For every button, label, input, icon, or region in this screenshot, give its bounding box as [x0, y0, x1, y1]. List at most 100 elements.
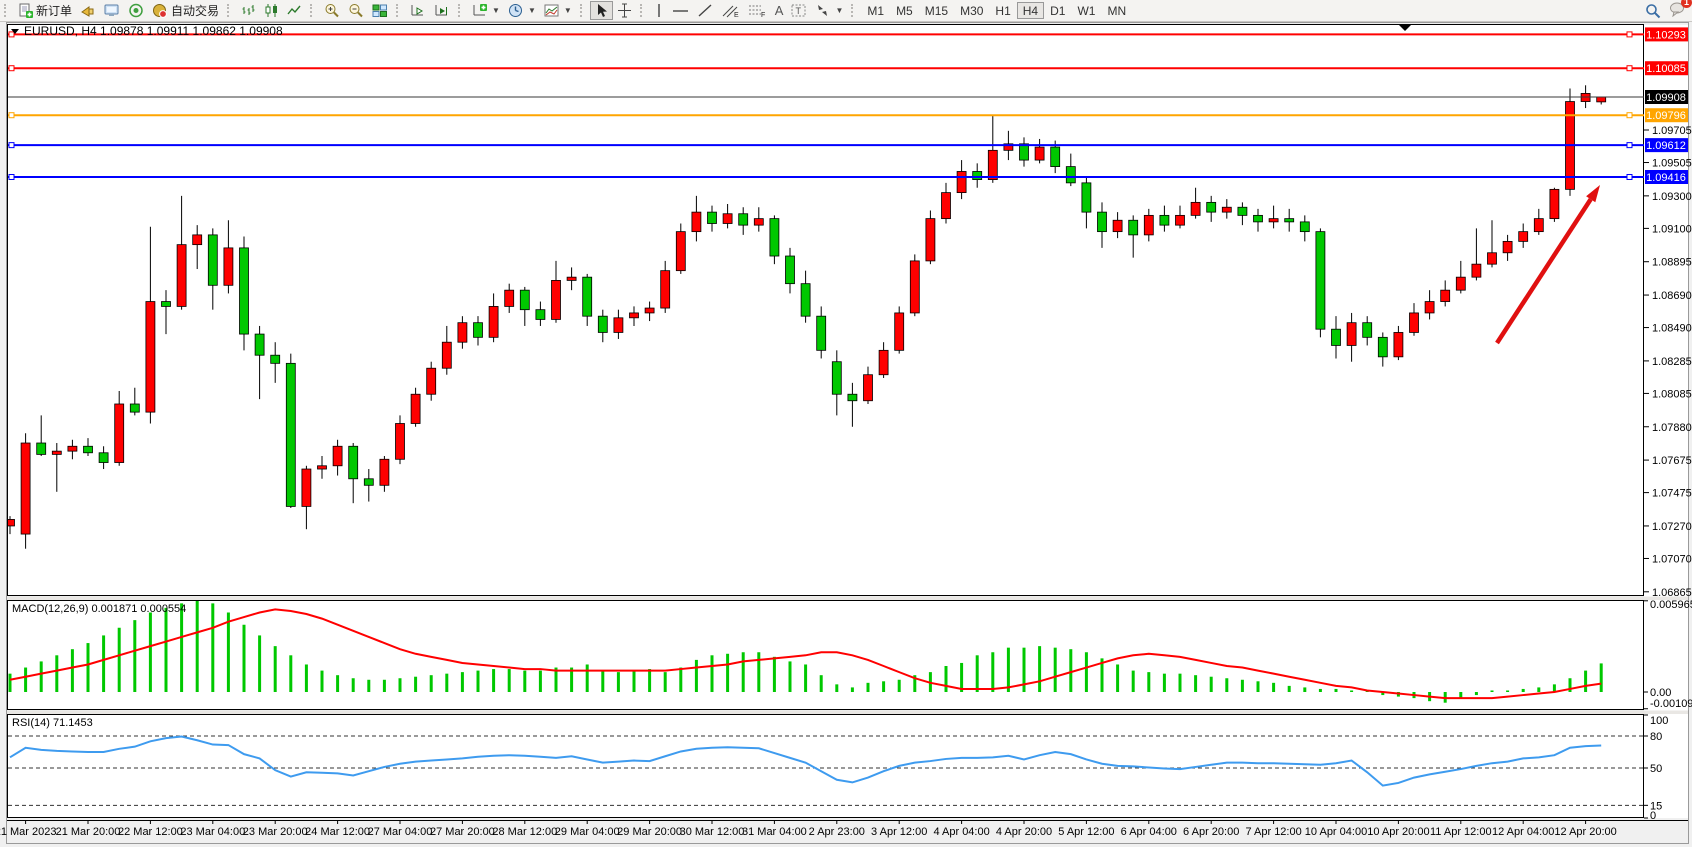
candle — [285, 362, 296, 507]
tile-windows-button[interactable] — [368, 1, 392, 20]
svg-text:1.09705: 1.09705 — [1652, 125, 1692, 137]
candle — [629, 312, 639, 319]
candle — [1455, 276, 1466, 291]
autotrading-button[interactable]: 自动交易 — [148, 1, 223, 20]
arrows-button[interactable]: ▼ — [811, 1, 847, 20]
indicators-button[interactable]: ▼ — [468, 1, 504, 20]
candle — [114, 403, 125, 463]
timeframe-h1-button[interactable]: H1 — [995, 3, 1011, 18]
dropdown-arrow-icon: ▼ — [563, 6, 572, 15]
zoom-in-button[interactable] — [320, 1, 344, 20]
vertical-line-button[interactable] — [650, 1, 668, 20]
signal-button[interactable] — [124, 1, 148, 20]
candle — [1019, 143, 1029, 161]
chart-shift-marker[interactable] — [1399, 25, 1411, 31]
line-chart-button[interactable] — [283, 1, 306, 20]
text-button[interactable]: A — [771, 1, 788, 20]
candle — [1175, 214, 1185, 226]
pane-splitter[interactable] — [7, 596, 1688, 601]
rsi-line — [9, 735, 1602, 787]
candle — [909, 260, 920, 314]
candle — [270, 354, 281, 364]
trendline-button[interactable] — [693, 1, 717, 20]
candle — [1502, 240, 1513, 254]
svg-text:1.09505: 1.09505 — [1652, 158, 1692, 170]
candle — [1065, 166, 1076, 184]
svg-text:1.07880: 1.07880 — [1652, 422, 1692, 434]
crosshair-button[interactable] — [613, 1, 636, 20]
rsi-label: RSI(14) 71.1453 — [12, 717, 93, 729]
candle — [457, 322, 468, 343]
timeframe-m15-button[interactable]: M15 — [924, 3, 949, 18]
chat-button[interactable]: 1 — [1669, 0, 1692, 20]
autoscroll-button[interactable] — [406, 1, 430, 20]
svg-text:23 Mar 04:00: 23 Mar 04:00 — [180, 826, 245, 838]
svg-text:1.08085: 1.08085 — [1652, 388, 1692, 400]
timeframe-m1-button[interactable]: M1 — [867, 3, 885, 18]
candle — [1362, 322, 1373, 338]
line-chart-icon — [287, 5, 301, 15]
text-label-button[interactable]: T — [787, 1, 811, 20]
svg-text:1.09100: 1.09100 — [1652, 223, 1692, 235]
timeframe-d1-button[interactable]: D1 — [1050, 3, 1066, 18]
templates-button[interactable]: ▼ — [540, 1, 576, 20]
chart-shift-icon — [435, 5, 448, 16]
new-order-button[interactable]: 新订单 — [14, 1, 76, 20]
svg-text:31 Mar 04:00: 31 Mar 04:00 — [742, 826, 807, 838]
candle — [192, 234, 203, 246]
price-axis[interactable] — [1644, 25, 1688, 818]
svg-text:100: 100 — [1650, 715, 1668, 727]
terminal-button[interactable] — [100, 1, 124, 20]
periods-button[interactable]: ▼ — [504, 1, 540, 20]
timeframe-h4-button[interactable]: H4 — [1016, 2, 1045, 19]
candle — [660, 270, 671, 309]
candle — [1253, 214, 1263, 223]
chart-shift-button[interactable] — [430, 1, 454, 20]
zoom-out-button[interactable] — [344, 1, 368, 20]
candle — [1190, 201, 1201, 216]
add-indicator-icon — [473, 4, 488, 16]
candle — [1034, 146, 1045, 161]
candles-layer[interactable] — [6, 85, 1607, 549]
svg-text:15: 15 — [1650, 800, 1662, 812]
candle — [1284, 218, 1295, 223]
candle — [1268, 218, 1279, 223]
timeframe-mn-button[interactable]: MN — [1107, 3, 1127, 18]
chart-title: EURUSD, H4 1.09878 1.09911 1.09862 1.099… — [24, 24, 283, 38]
timeframe-m30-button[interactable]: M30 — [960, 3, 984, 18]
annotation-arrow[interactable] — [1495, 185, 1600, 345]
svg-text:0: 0 — [1650, 810, 1656, 822]
zoom-out-icon — [349, 4, 363, 18]
news-button[interactable] — [76, 1, 100, 20]
equidistant-channel-button[interactable]: E — [717, 1, 744, 20]
timeframe-m5-button[interactable]: M5 — [896, 3, 913, 18]
candle — [987, 149, 998, 181]
candle — [379, 458, 390, 486]
hline-price-label — [1645, 27, 1688, 42]
candle — [1533, 218, 1544, 233]
svg-text:1.06865: 1.06865 — [1652, 587, 1692, 599]
cursor-button[interactable] — [589, 1, 613, 20]
hline-price-label — [1645, 170, 1688, 184]
candle — [1487, 252, 1497, 265]
bar-chart-button[interactable] — [237, 1, 260, 20]
search-icon[interactable] — [1645, 3, 1661, 19]
candle — [1346, 322, 1357, 346]
pane-splitter[interactable] — [7, 710, 1688, 715]
monitor-icon — [104, 4, 119, 16]
svg-text:0.00: 0.00 — [1650, 687, 1671, 699]
candle — [1112, 219, 1123, 233]
chart-area[interactable]: 1.09705 1.09505 1.09300 1.09100 1.08895 1.086… — [0, 22, 1692, 847]
fibonacci-button[interactable]: F — [744, 1, 771, 20]
horizontal-lines-layer[interactable]: 1.10293 1.10085 1.09796 1.09612 1.09416 — [8, 27, 1688, 184]
candle — [332, 445, 343, 467]
candlestick-chart-button[interactable] — [260, 1, 283, 20]
horizontal-line-button[interactable] — [668, 1, 693, 20]
dropdown-arrow-icon: ▼ — [492, 6, 500, 15]
timeframe-w1-button[interactable]: W1 — [1077, 3, 1096, 18]
title-collapse-icon[interactable] — [11, 29, 19, 34]
candle — [67, 445, 78, 452]
svg-text:12 Apr 04:00: 12 Apr 04:00 — [1492, 826, 1554, 838]
svg-text:22 Mar 12:00: 22 Mar 12:00 — [118, 826, 183, 838]
